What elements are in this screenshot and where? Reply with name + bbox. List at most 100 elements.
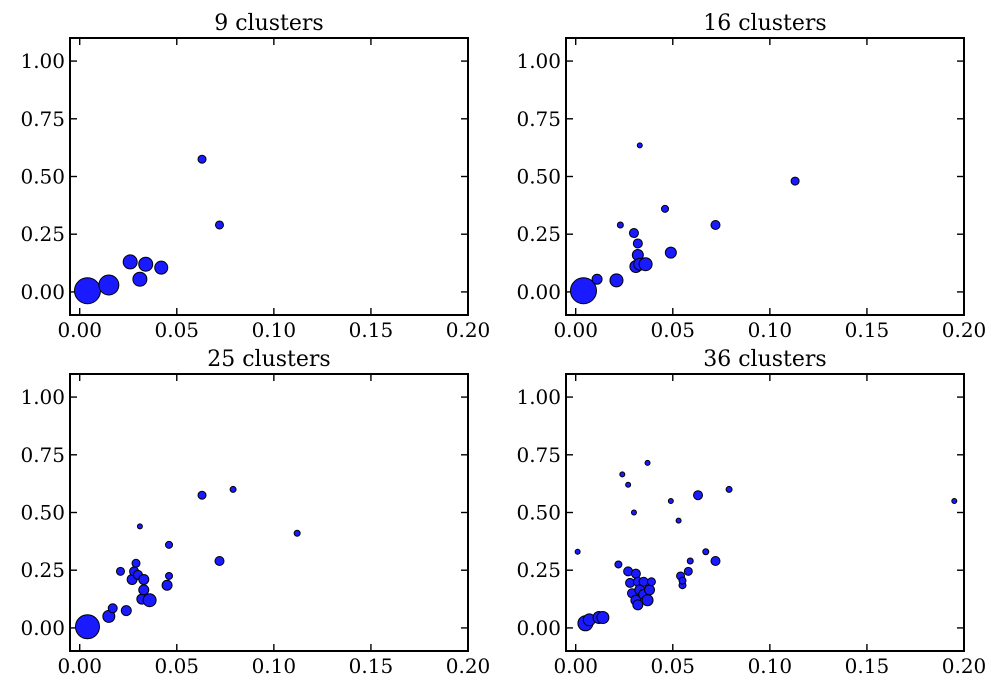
chart-panel-25-clusters: 25 clusters 0.00 0.05 0.10 0.15 0.20 0.00 0.25… bbox=[20, 347, 490, 678]
data-point bbox=[165, 540, 174, 549]
data-point bbox=[646, 577, 656, 587]
y-tick-label: 0.00 bbox=[20, 616, 65, 640]
axes-frame bbox=[565, 373, 965, 652]
x-tick-label: 0.20 bbox=[446, 654, 491, 678]
data-point bbox=[683, 566, 693, 576]
y-tick-label: 0.00 bbox=[516, 280, 561, 304]
data-point bbox=[678, 576, 687, 585]
chart-panel-36-clusters: 36 clusters 0.00 0.05 0.10 0.15 0.20 0.00 0.25… bbox=[516, 347, 986, 678]
x-tick-label: 0.10 bbox=[252, 654, 297, 678]
data-point bbox=[636, 142, 643, 149]
data-point bbox=[591, 273, 603, 285]
y-tick-label: 0.75 bbox=[516, 107, 561, 131]
chart-panel-16-clusters: 16 clusters 0.00 0.05 0.10 0.15 0.20 0.00 0.25… bbox=[516, 11, 986, 342]
data-point bbox=[641, 594, 654, 607]
data-point bbox=[142, 593, 157, 608]
data-point bbox=[73, 277, 101, 305]
data-point bbox=[630, 509, 637, 516]
x-tick-label: 0.10 bbox=[748, 318, 793, 342]
y-tick-label: 0.25 bbox=[516, 558, 561, 582]
tick-layer: 0.00 0.05 0.10 0.15 0.20 0.00 0.25 0.50 0.75 1.00 bbox=[20, 374, 490, 678]
x-tick-label: 0.15 bbox=[349, 654, 394, 678]
x-tick-label: 0.15 bbox=[845, 318, 890, 342]
data-point bbox=[214, 555, 225, 566]
data-point bbox=[574, 548, 581, 555]
data-point bbox=[710, 219, 721, 230]
data-point bbox=[161, 579, 173, 591]
x-tick-label: 0.05 bbox=[651, 318, 696, 342]
data-point bbox=[693, 490, 704, 501]
data-point bbox=[115, 566, 125, 576]
data-point bbox=[686, 557, 694, 565]
data-point bbox=[661, 204, 670, 213]
data-point bbox=[122, 254, 138, 270]
y-tick-label: 0.75 bbox=[20, 443, 65, 467]
x-tick-label: 0.20 bbox=[446, 318, 491, 342]
data-point bbox=[643, 584, 655, 596]
y-tick-label: 0.25 bbox=[20, 558, 65, 582]
panel-title: 25 clusters bbox=[207, 347, 330, 372]
y-tick-label: 0.50 bbox=[516, 165, 561, 189]
data-point bbox=[138, 256, 154, 272]
data-point bbox=[614, 560, 623, 569]
data-point bbox=[638, 257, 653, 272]
points-layer bbox=[73, 154, 224, 305]
y-tick-label: 0.50 bbox=[20, 501, 65, 525]
chart-panel-9-clusters: 9 clusters 0.00 0.05 0.10 0.15 0.200.000.250… bbox=[20, 11, 490, 342]
y-tick-label: 0.25 bbox=[20, 222, 65, 246]
data-point bbox=[197, 490, 207, 500]
y-tick-label: 0.75 bbox=[20, 107, 65, 131]
y-tick-label: 0.25 bbox=[516, 222, 561, 246]
y-tick-label: 1.00 bbox=[516, 385, 561, 409]
data-point bbox=[98, 274, 120, 296]
panel-title: 36 clusters bbox=[703, 347, 826, 372]
data-point bbox=[632, 238, 643, 249]
data-point bbox=[120, 605, 132, 617]
x-tick-label: 0.00 bbox=[553, 318, 598, 342]
data-point bbox=[702, 548, 710, 556]
data-point bbox=[229, 485, 237, 493]
data-point bbox=[616, 221, 624, 229]
y-tick-label: 0.00 bbox=[20, 280, 65, 304]
data-point bbox=[138, 584, 150, 596]
data-point bbox=[74, 614, 100, 640]
y-tick-label: 1.00 bbox=[516, 49, 561, 73]
data-point bbox=[293, 529, 301, 537]
data-point bbox=[214, 220, 224, 230]
y-tick-label: 1.00 bbox=[20, 49, 65, 73]
panel-title: 9 clusters bbox=[214, 11, 323, 36]
x-tick-label: 0.05 bbox=[651, 654, 696, 678]
data-point bbox=[609, 273, 624, 288]
y-tick-label: 0.50 bbox=[516, 501, 561, 525]
data-point bbox=[675, 517, 682, 524]
points-layer bbox=[574, 459, 958, 632]
data-point bbox=[619, 471, 626, 478]
panel-title: 16 clusters bbox=[703, 11, 826, 36]
data-point bbox=[638, 576, 649, 587]
x-tick-label: 0.10 bbox=[748, 654, 793, 678]
data-point bbox=[131, 558, 141, 568]
points-layer bbox=[569, 142, 800, 305]
data-point bbox=[628, 228, 639, 239]
x-tick-label: 0.10 bbox=[252, 318, 297, 342]
y-tick-label: 1.00 bbox=[20, 385, 65, 409]
x-tick-label: 0.00 bbox=[57, 654, 102, 678]
x-tick-label: 0.00 bbox=[57, 318, 102, 342]
points-layer bbox=[74, 485, 301, 640]
data-point bbox=[790, 176, 800, 186]
x-tick-label: 0.15 bbox=[845, 654, 890, 678]
data-point bbox=[165, 571, 174, 580]
data-point bbox=[197, 154, 207, 164]
axes-frame bbox=[69, 373, 469, 652]
x-tick-label: 0.05 bbox=[155, 318, 200, 342]
x-tick-label: 0.05 bbox=[155, 654, 200, 678]
axes-frame bbox=[565, 37, 965, 316]
data-point bbox=[632, 599, 644, 611]
data-point bbox=[136, 523, 143, 530]
y-tick-label: 0.50 bbox=[20, 165, 65, 189]
data-point bbox=[107, 603, 118, 614]
data-point bbox=[569, 277, 597, 305]
axes-frame bbox=[69, 37, 469, 316]
data-point bbox=[625, 481, 632, 488]
